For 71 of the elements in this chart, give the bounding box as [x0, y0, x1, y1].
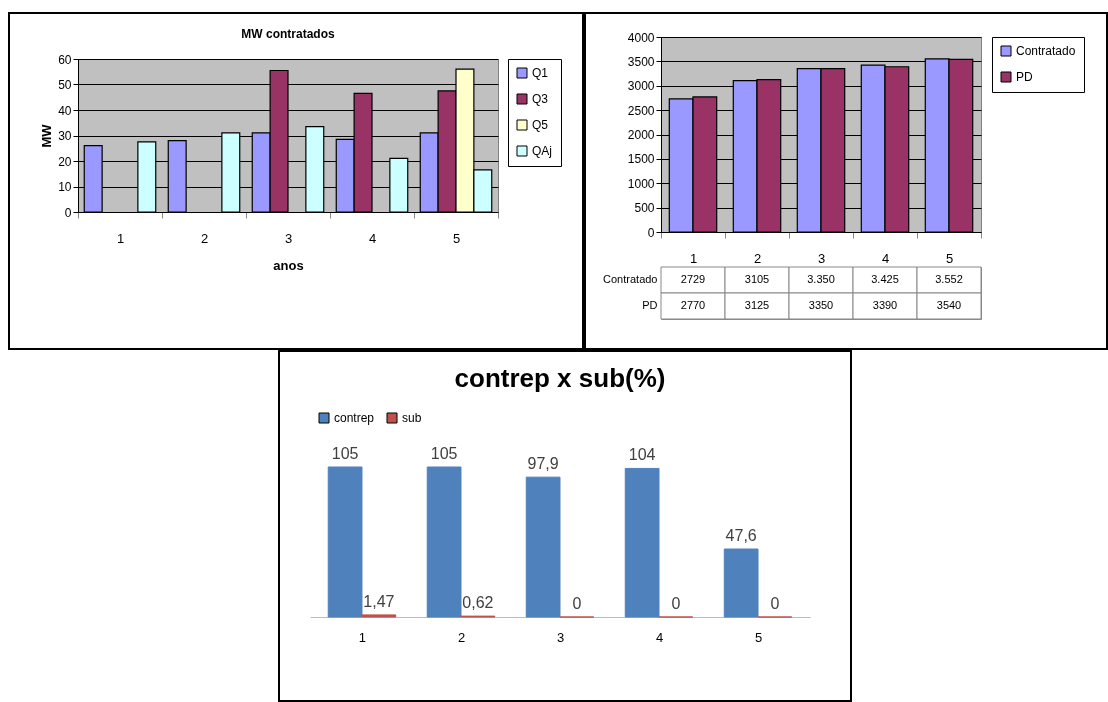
chart-title: contrep x sub(%) — [454, 363, 666, 393]
bar — [624, 467, 660, 618]
data-label: 1,47 — [363, 592, 395, 610]
y-tick-label: 3000 — [627, 79, 655, 94]
x-tick-label: 4 — [881, 250, 890, 266]
data-label: 105 — [430, 445, 458, 462]
data-label: 47,6 — [725, 527, 757, 544]
data-label: 3350 — [808, 299, 834, 311]
x-tick-label: 1 — [689, 250, 698, 266]
x-tick-label: 3 — [817, 250, 826, 266]
y-tick-label: 2000 — [627, 128, 655, 142]
chart-title: MW contratados — [241, 27, 335, 41]
bar — [327, 466, 363, 618]
legend-label: Q5 — [532, 118, 549, 132]
bar — [361, 614, 397, 618]
y-tick-label: 1000 — [627, 176, 655, 191]
x-axis-title: anos — [273, 257, 304, 273]
x-tick-label: 5 — [945, 250, 954, 266]
bar — [525, 476, 561, 618]
text: PD — [642, 299, 658, 311]
y-tick-label: 0 — [64, 205, 72, 220]
x-tick-label: 1 — [358, 629, 367, 645]
data-label: 3540 — [936, 299, 962, 311]
data-label: 0,62 — [462, 594, 494, 612]
x-tick-label: 1 — [116, 230, 125, 246]
legend-label: contrep — [334, 411, 375, 425]
x-tick-label: 2 — [753, 250, 762, 266]
legend-label: Q1 — [532, 66, 549, 80]
y-tick-label: 2500 — [627, 103, 655, 118]
x-tick-label: 2 — [200, 230, 209, 246]
data-label: 0 — [572, 595, 582, 612]
bar — [426, 466, 462, 618]
x-tick-label: 2 — [457, 629, 466, 645]
x-tick-label: 3 — [556, 629, 565, 645]
y-tick-label: 60 — [58, 52, 72, 67]
legend-label: sub — [402, 411, 422, 425]
x-tick-label: 4 — [655, 629, 664, 645]
x-tick-label: 3 — [284, 230, 293, 246]
y-tick-label: 1500 — [627, 152, 655, 167]
data-label: 3.350 — [807, 273, 835, 285]
y-axis-title: MW — [39, 123, 55, 148]
y-tick-label: 4000 — [627, 30, 655, 45]
data-label: 3.552 — [935, 273, 963, 285]
y-tick-label: 50 — [58, 78, 72, 92]
data-label: 97,9 — [527, 455, 559, 473]
y-tick-label: 20 — [58, 154, 72, 169]
x-tick-label: 5 — [452, 230, 461, 246]
y-tick-label: 3500 — [627, 54, 655, 69]
data-label: 3105 — [744, 273, 770, 285]
y-tick-label: 30 — [58, 129, 72, 143]
legend-label: Contratado — [1016, 44, 1076, 58]
x-tick-label: 5 — [754, 629, 763, 645]
data-label: 3.425 — [871, 273, 899, 285]
y-tick-label: 40 — [58, 103, 72, 118]
data-label: 0 — [770, 595, 780, 612]
bar — [723, 548, 759, 618]
data-label: 104 — [628, 446, 656, 464]
data-label: 3125 — [744, 299, 770, 311]
y-tick-label: 10 — [58, 180, 72, 194]
data-label: 105 — [331, 445, 359, 462]
y-tick-label: 500 — [634, 201, 655, 216]
y-tick-label: 0 — [647, 225, 655, 240]
data-label: 0 — [671, 595, 681, 612]
legend-label: PD — [1016, 70, 1033, 84]
data-label: 3390 — [872, 299, 898, 311]
text: Contratado — [603, 273, 658, 285]
legend-label: Q3 — [532, 92, 549, 106]
data-label: 2729 — [680, 273, 706, 285]
data-label: 2770 — [680, 299, 706, 311]
legend-label: QAj — [532, 144, 553, 158]
x-tick-label: 4 — [368, 230, 377, 246]
